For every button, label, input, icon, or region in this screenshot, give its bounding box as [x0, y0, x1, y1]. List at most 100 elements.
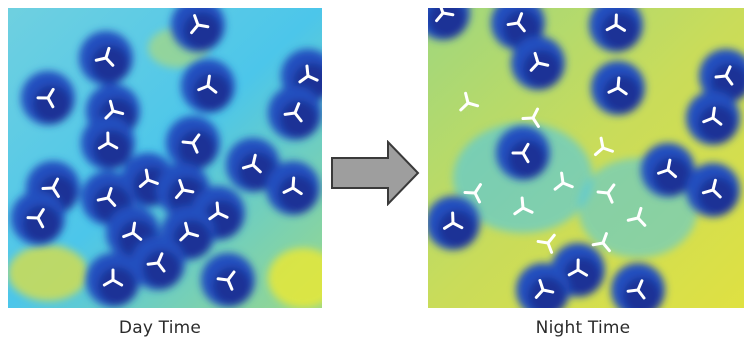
- turbine-blade: [473, 183, 482, 195]
- turbine-blade: [536, 61, 550, 67]
- turbine-blade: [466, 101, 480, 108]
- turbine-blade: [606, 191, 614, 204]
- turbine-blade: [156, 261, 166, 273]
- day-time-map-svg: [8, 0, 338, 308]
- wake-core: [93, 130, 131, 168]
- wind-turbine-icon: [36, 87, 55, 109]
- turbine-blade: [546, 241, 554, 254]
- turbine-blade: [451, 221, 464, 230]
- turbine-blade: [459, 101, 470, 112]
- wind-turbine-icon: [138, 168, 159, 188]
- turbine-blade: [636, 206, 643, 220]
- wake-core: [698, 177, 736, 215]
- turbine-blade: [616, 76, 621, 90]
- turbine-blade: [521, 206, 534, 214]
- turbine-blade: [102, 278, 115, 287]
- turbine-blade: [701, 188, 715, 195]
- wind-turbine-icon: [511, 142, 530, 164]
- low-wake-region: [8, 245, 88, 301]
- wind-turbine-icon: [190, 14, 210, 35]
- wind-turbine-icon: [513, 196, 534, 216]
- turbine-blade: [41, 186, 55, 191]
- wind-turbine-icon: [593, 136, 614, 157]
- wind-turbine-icon: [553, 171, 574, 191]
- turbine-blade: [191, 133, 201, 145]
- turbine-blade: [293, 111, 303, 123]
- turbine-blade: [106, 186, 113, 200]
- turbine-blade: [516, 21, 526, 33]
- turbine-blade: [616, 86, 628, 96]
- turbine-blade: [226, 278, 234, 291]
- turbine-blade: [657, 168, 670, 175]
- turbine-blade: [216, 211, 229, 219]
- turbine-blade: [591, 241, 605, 247]
- turbine-blade: [576, 268, 589, 277]
- turbine-blade: [206, 84, 218, 94]
- turbine-blade: [96, 196, 110, 202]
- wind-turbine-icon: [97, 131, 119, 150]
- turbine-blade: [546, 233, 556, 245]
- turbine-blade: [251, 153, 257, 167]
- turbine-blade: [226, 270, 236, 282]
- wake-core: [603, 75, 641, 113]
- turbine-blade: [196, 23, 210, 29]
- turbine-blade: [26, 216, 40, 220]
- turbine-blade: [46, 96, 55, 109]
- turbine-blade: [599, 136, 605, 150]
- low-wake-region: [268, 248, 338, 308]
- wake-core: [278, 175, 316, 213]
- wind-turbine-icon: [591, 232, 611, 253]
- day-time-caption: Day Time: [118, 318, 202, 338]
- turbine-blade: [534, 288, 545, 299]
- turbine-blade: [104, 109, 115, 120]
- turbine-blade: [473, 191, 482, 204]
- wind-turbine-icon: [179, 221, 200, 242]
- turbine-blade: [626, 288, 640, 293]
- night-time-wake-map: [416, 0, 750, 317]
- turbine-blade: [36, 96, 50, 100]
- wind-turbine-icon: [529, 51, 550, 72]
- arrow-shape: [331, 139, 420, 207]
- night-time-map-svg: [416, 0, 750, 317]
- turbine-blade: [711, 178, 717, 192]
- turbine-blade: [282, 186, 295, 194]
- wind-turbine-icon: [208, 201, 229, 221]
- turbine-blade: [106, 141, 119, 150]
- turbine-blade: [516, 12, 524, 25]
- turbine-blade: [601, 241, 611, 253]
- wind-turbine-icon: [534, 278, 555, 299]
- wake-core: [193, 73, 231, 111]
- turbine-blade: [596, 190, 610, 195]
- turbine-blade: [593, 146, 605, 157]
- turbine-blade: [36, 216, 45, 229]
- turbine-blade: [197, 84, 210, 92]
- turbine-blade: [97, 141, 110, 150]
- turbine-blade: [131, 231, 143, 241]
- turbine-blade: [538, 278, 545, 292]
- wind-turbine-icon: [282, 176, 303, 196]
- night-time-caption: Night Time: [535, 318, 631, 338]
- wind-turbine-icon: [283, 102, 303, 123]
- turbine-blade: [521, 116, 535, 121]
- wind-turbine-icon: [197, 74, 218, 94]
- turbine-blade: [305, 64, 310, 78]
- wind-turbine-icon: [181, 133, 201, 154]
- turbine-blade: [636, 279, 644, 292]
- turbine-blade: [51, 186, 60, 198]
- wind-turbine-icon: [96, 186, 117, 207]
- turbine-blade: [606, 183, 616, 195]
- day-wake-regions: [11, 0, 335, 307]
- turbine-blade: [144, 168, 150, 182]
- wake-core: [523, 50, 561, 88]
- turbine-blade: [283, 111, 297, 116]
- turbine-blade: [146, 178, 159, 185]
- turbine-blade: [215, 201, 220, 215]
- wind-turbine-icon: [714, 65, 734, 86]
- wind-turbine-icon: [506, 12, 526, 33]
- wake-core: [601, 12, 639, 50]
- wind-turbine-icon: [536, 233, 556, 254]
- turbine-blade: [724, 74, 734, 86]
- turbine-blade: [533, 51, 540, 65]
- wind-turbine-icon: [26, 208, 45, 229]
- turbine-blade: [435, 11, 445, 23]
